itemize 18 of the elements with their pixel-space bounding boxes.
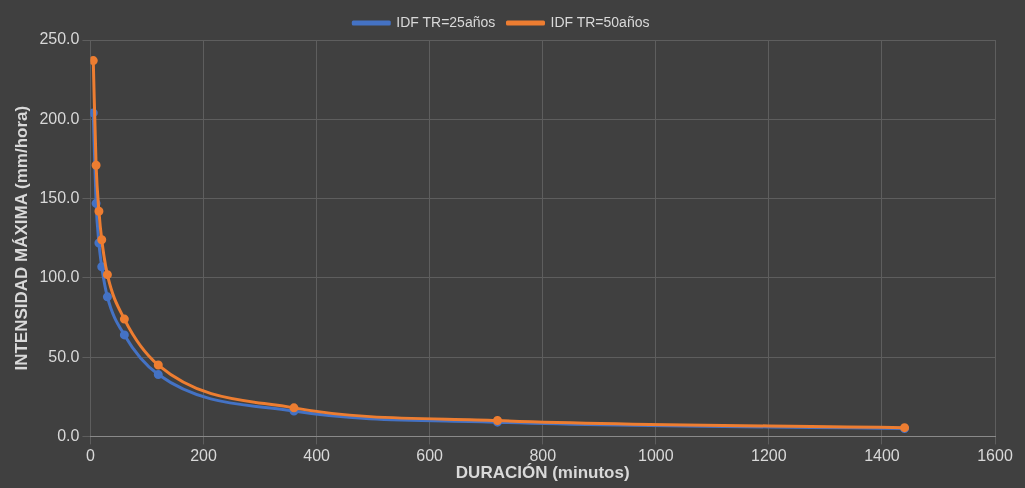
- legend-label: IDF TR=25años: [396, 13, 496, 30]
- y-tick-label: 200.0: [39, 109, 80, 127]
- x-axis-title: DURACIÓN (minutos): [455, 463, 630, 483]
- x-tick-label: 0: [85, 447, 95, 465]
- y-axis-title: INTENSIDAD MÁXIMA (mm/hora): [11, 105, 31, 371]
- x-tick-label: 1600: [977, 447, 1013, 465]
- x-tick-label: 1200: [751, 447, 787, 465]
- x-tick-label: 200: [190, 447, 217, 465]
- legend-label: IDF TR=50años: [550, 13, 650, 30]
- y-tick-label: 100.0: [39, 268, 80, 286]
- x-tick-label: 1000: [637, 447, 674, 465]
- y-tick-label: 150.0: [39, 188, 80, 206]
- y-tick-label: 50.0: [48, 347, 80, 365]
- x-tick-label: 600: [416, 447, 444, 465]
- x-tick-label: 400: [303, 447, 331, 465]
- y-tick-label: 250.0: [39, 30, 80, 48]
- y-tick-label: 0.0: [57, 426, 80, 444]
- x-tick-label: 1400: [864, 447, 900, 465]
